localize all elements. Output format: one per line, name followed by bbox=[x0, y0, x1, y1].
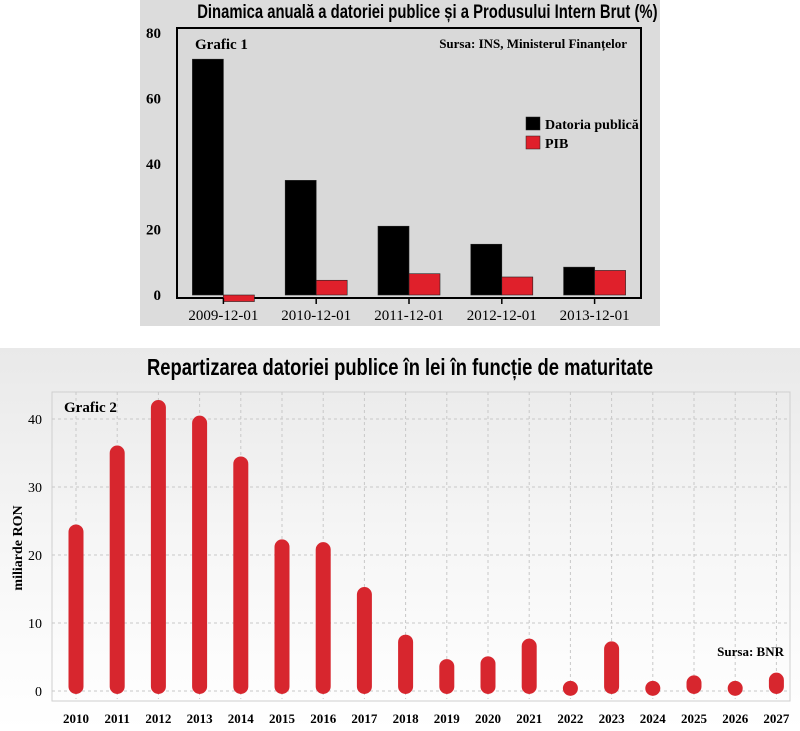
x-tick-label: 2014 bbox=[228, 711, 255, 726]
bar-maturity bbox=[727, 680, 743, 696]
x-tick-label: 2016 bbox=[310, 711, 337, 726]
y-tick-label: 10 bbox=[28, 617, 42, 632]
chart-1-svg: 0 20 40 60 80 2009-12-01 2010-12-01 2011-12-01 2… bbox=[146, 26, 642, 324]
x-tick-label: 2020 bbox=[475, 711, 501, 726]
y-tick-label: 30 bbox=[28, 481, 42, 496]
x-tick-label: 2026 bbox=[722, 711, 749, 726]
x-tick-label: 2012-12-01 bbox=[467, 308, 537, 324]
y-tick-label: 20 bbox=[28, 549, 42, 564]
bar-datoria-publica bbox=[192, 58, 224, 296]
x-tick-label: 2012 bbox=[145, 711, 171, 726]
bar-pib bbox=[223, 294, 255, 302]
y-axis-label: miliarde RON bbox=[11, 505, 26, 590]
x-tick-label: 2024 bbox=[640, 711, 667, 726]
source-1: Sursa: INS, Ministerul Finanțelor bbox=[439, 36, 627, 52]
x-tick-label: 2013 bbox=[187, 711, 214, 726]
x-tick-label: 2023 bbox=[599, 711, 626, 726]
bar-pib bbox=[315, 279, 348, 296]
chart-1-title: Dinamica anuală a datoriei publice și a … bbox=[197, 2, 658, 23]
bar-maturity bbox=[521, 638, 537, 694]
bar-datoria-publica bbox=[563, 266, 595, 296]
bar-maturity bbox=[233, 456, 249, 694]
chart-2-svg: 0 10 20 30 40 2010 2011 2012 2013 2014 2015 2016 201… bbox=[11, 391, 791, 726]
y-tick-label: 80 bbox=[146, 26, 161, 42]
panel-label-2: Grafic 2 bbox=[64, 400, 117, 416]
y-tick-label: 60 bbox=[146, 92, 161, 108]
y-tick-label: 40 bbox=[146, 157, 161, 173]
bar-maturity bbox=[604, 641, 620, 694]
bar-maturity bbox=[686, 675, 702, 694]
legend-label: PIB bbox=[545, 137, 568, 152]
y-tick-label: 20 bbox=[146, 223, 161, 239]
bar-maturity bbox=[480, 656, 496, 694]
x-tick-label: 2010 bbox=[63, 711, 89, 726]
bar-pib bbox=[594, 270, 626, 296]
bar-maturity bbox=[439, 659, 455, 694]
bar-datoria-publica bbox=[377, 225, 410, 296]
panel-label-1: Grafic 1 bbox=[195, 37, 248, 53]
x-tick-label: 2025 bbox=[681, 711, 708, 726]
bar-maturity bbox=[68, 524, 84, 694]
x-tick-label: 2018 bbox=[393, 711, 420, 726]
x-tick-label: 2017 bbox=[351, 711, 378, 726]
x-tick-label: 2013-12-01 bbox=[560, 308, 630, 324]
chart-panel-1: Dinamica anuală a datoriei publice și a … bbox=[140, 0, 660, 326]
x-tick-label: 2022 bbox=[557, 711, 583, 726]
x-tick-label: 2015 bbox=[269, 711, 296, 726]
chart-panel-2: Repartizarea datoriei publice în lei în … bbox=[0, 348, 800, 731]
bar-maturity bbox=[150, 400, 166, 694]
bar-maturity bbox=[192, 415, 208, 694]
legend-swatch bbox=[525, 135, 541, 150]
x-tick-label: 2019 bbox=[434, 711, 461, 726]
plot-area-2 bbox=[51, 391, 791, 702]
y-tick-label: 0 bbox=[35, 685, 42, 700]
bar-datoria-publica bbox=[284, 180, 317, 296]
x-tick-label: 2027 bbox=[763, 711, 790, 726]
bar-maturity bbox=[356, 587, 372, 694]
x-tick-label: 2021 bbox=[516, 711, 542, 726]
bar-pib bbox=[501, 276, 534, 296]
legend-label: Datoria publică bbox=[545, 118, 639, 133]
bar-maturity bbox=[768, 672, 784, 694]
source-2: Sursa: BNR bbox=[717, 644, 784, 659]
bar-datoria-publica bbox=[470, 243, 503, 296]
bar-pib bbox=[408, 273, 441, 296]
bar-maturity bbox=[109, 445, 125, 694]
bar-maturity bbox=[645, 680, 661, 696]
y-tick-label: 0 bbox=[154, 288, 162, 304]
bar-maturity bbox=[315, 542, 331, 694]
y-tick-label: 40 bbox=[28, 413, 42, 428]
bar-maturity bbox=[562, 680, 578, 696]
bar-maturity bbox=[274, 539, 290, 694]
x-tick-label: 2011 bbox=[105, 711, 130, 726]
x-tick-label: 2011-12-01 bbox=[374, 308, 443, 324]
x-tick-label: 2009-12-01 bbox=[188, 308, 258, 324]
chart-2-title: Repartizarea datoriei publice în lei în … bbox=[146, 354, 654, 380]
bar-maturity bbox=[398, 634, 414, 694]
x-tick-label: 2010-12-01 bbox=[281, 308, 351, 324]
legend-swatch bbox=[525, 116, 541, 131]
